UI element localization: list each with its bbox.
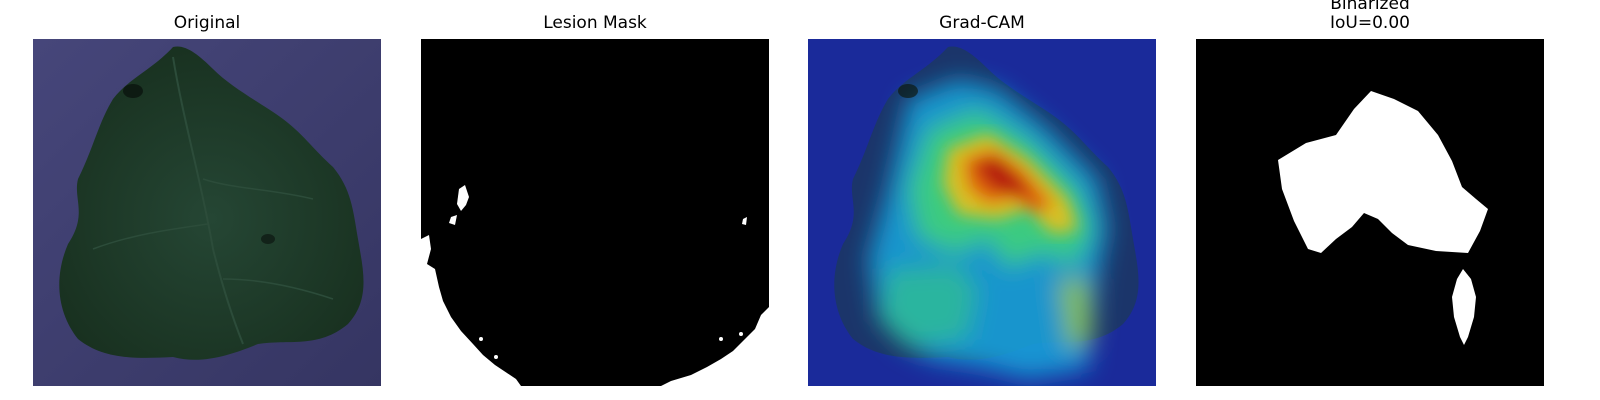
lesion-mask-image: [421, 39, 769, 386]
panel-title-lesion-mask: Lesion Mask: [543, 13, 647, 33]
panel-title-binarized: Binarized IoU=0.00: [1196, 0, 1544, 33]
binarized-image: [1196, 39, 1544, 386]
panel-binarized: Binarized IoU=0.00: [1196, 0, 1544, 386]
panel-title-grad-cam: Grad-CAM: [939, 13, 1025, 33]
grad-cam-image: [808, 39, 1156, 386]
panel-title-binarized-line1: Binarized: [1330, 0, 1410, 14]
panel-original: Original: [33, 14, 381, 386]
panel-grad-cam: Grad-CAM: [808, 14, 1156, 386]
panel-lesion-mask: Lesion Mask: [421, 14, 769, 386]
panel-title-binarized-iou: IoU=0.00: [1330, 13, 1410, 33]
panel-title-original: Original: [173, 13, 241, 33]
original-image: [33, 39, 381, 386]
